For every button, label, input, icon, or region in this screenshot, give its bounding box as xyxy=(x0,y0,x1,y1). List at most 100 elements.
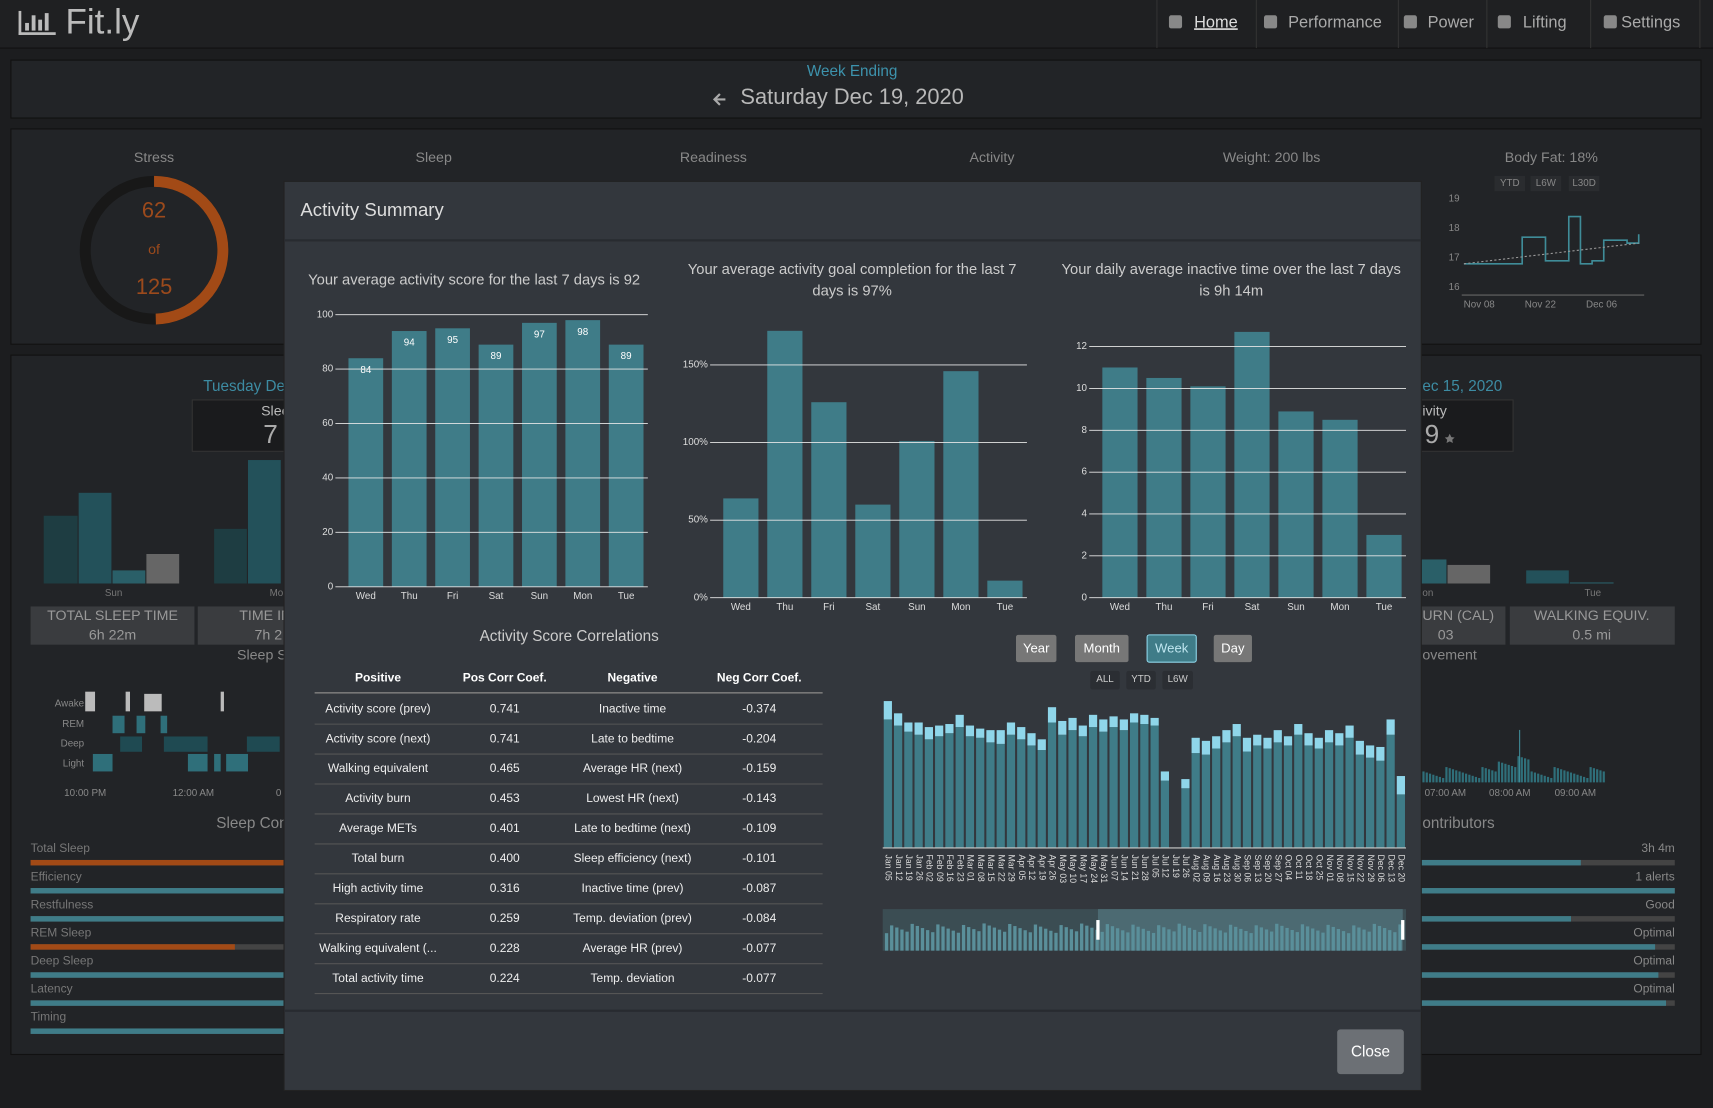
range-button-label[interactable]: L30D xyxy=(1572,178,1595,189)
period-button-label[interactable]: Month xyxy=(1084,641,1120,656)
movement-bar xyxy=(1543,775,1546,783)
table-cell: Average HR (next) xyxy=(583,761,682,775)
stat-box xyxy=(1509,606,1675,645)
navigator-bar xyxy=(1208,926,1212,951)
movement-bar xyxy=(1602,771,1605,783)
range-button[interactable] xyxy=(1090,670,1120,690)
hypnogram-block xyxy=(160,715,168,734)
week-bar xyxy=(1006,722,1016,735)
nav-item[interactable]: Performance xyxy=(1288,13,1382,31)
movement-bar xyxy=(1442,778,1445,783)
x-tick-label: Sep 06 xyxy=(1243,854,1253,882)
contributor-fill xyxy=(1420,944,1656,950)
x-tick-label: Sun xyxy=(105,588,122,599)
week-bar xyxy=(945,724,954,734)
movement-bar xyxy=(1461,772,1464,783)
period-button-label[interactable]: Day xyxy=(1221,641,1245,656)
range-button-label[interactable]: L6W xyxy=(1168,674,1189,685)
period-button-label[interactable]: Week xyxy=(1155,641,1189,656)
week-bar xyxy=(1109,716,1118,728)
hypnogram-block xyxy=(85,691,96,712)
nav-item[interactable]: Power xyxy=(1428,13,1475,31)
week-bar xyxy=(1283,745,1293,848)
period-button[interactable] xyxy=(1016,634,1057,663)
activity-bar xyxy=(1447,564,1491,584)
week-bar xyxy=(986,730,995,743)
navigator-bar xyxy=(1100,931,1104,951)
week-bar xyxy=(1047,722,1057,848)
movement-bar xyxy=(1438,776,1441,783)
table-cell: Average HR (prev) xyxy=(583,941,683,955)
week-bar xyxy=(1068,717,1077,731)
nav-item[interactable]: Home xyxy=(1194,13,1238,31)
contributor-fill xyxy=(1420,972,1659,978)
week-bar xyxy=(1201,740,1211,755)
navigator-bar xyxy=(1311,928,1315,951)
y-tick-label: 0 xyxy=(1082,592,1088,603)
navigator-bar xyxy=(884,933,889,951)
x-tick-label: Mon xyxy=(573,591,592,602)
x-tick-label: Jun 07 xyxy=(1109,854,1119,880)
movement-bar xyxy=(1491,770,1494,783)
period-button[interactable] xyxy=(1146,634,1197,663)
bar xyxy=(1102,367,1138,598)
period-button[interactable] xyxy=(1213,634,1252,663)
y-tick-label: 10 xyxy=(1076,383,1087,394)
range-button[interactable] xyxy=(1530,175,1562,192)
navigator-bar xyxy=(1234,926,1238,951)
navigator-bar xyxy=(1054,932,1058,951)
bar xyxy=(478,344,514,587)
gauge-of: of xyxy=(148,242,160,258)
range-button[interactable] xyxy=(1126,670,1156,690)
time-label: 08:00 AM xyxy=(1489,788,1531,799)
movement-bar xyxy=(1487,769,1491,783)
range-button-label[interactable]: L6W xyxy=(1536,178,1557,189)
week-bar xyxy=(904,722,913,732)
navigator-bar xyxy=(905,931,909,951)
nav-item[interactable]: Lifting xyxy=(1523,13,1567,31)
range-button-label[interactable]: ALL xyxy=(1096,674,1114,685)
chart-title-line: days is 97% xyxy=(812,284,891,300)
range-button[interactable] xyxy=(1568,175,1600,192)
contributor-fill xyxy=(30,888,285,894)
range-button[interactable] xyxy=(1494,175,1526,192)
gauge-value: 62 xyxy=(142,198,166,223)
week-bar xyxy=(1355,754,1364,848)
range-button-label[interactable]: YTD xyxy=(1131,674,1151,685)
week-bar xyxy=(996,730,1005,744)
navigator-handle[interactable] xyxy=(1096,920,1100,940)
movement-bar xyxy=(1448,768,1451,783)
value-label: 98 xyxy=(577,327,588,338)
x-tick-label: Apr 12 xyxy=(1027,854,1037,880)
navigator-bar xyxy=(1249,933,1253,951)
period-button-label[interactable]: Year xyxy=(1023,641,1050,656)
x-tick-label: Nov 15 xyxy=(1345,854,1355,882)
week-bar xyxy=(1006,734,1016,848)
navigator-handle[interactable] xyxy=(1401,920,1405,940)
movement-bar xyxy=(1468,774,1471,783)
contributor-fill xyxy=(1420,1000,1667,1006)
gauge-arc xyxy=(153,175,229,325)
close-button[interactable] xyxy=(1337,1029,1404,1075)
close-label[interactable]: Close xyxy=(1351,1043,1390,1060)
table-cell: High activity time xyxy=(333,881,424,895)
period-button[interactable] xyxy=(1074,634,1129,663)
table-cell: Total activity time xyxy=(332,971,424,985)
range-button[interactable] xyxy=(1162,670,1193,690)
movement-bar xyxy=(1517,756,1520,783)
navigator-bar xyxy=(1285,927,1289,951)
week-bar xyxy=(1242,737,1252,752)
x-tick-label: Jul 19 xyxy=(1171,854,1181,877)
table-cell: 0.401 xyxy=(490,821,520,835)
x-tick-label: Tue xyxy=(997,602,1014,613)
activity-bar xyxy=(1420,559,1447,584)
nav-item[interactable]: Settings xyxy=(1621,13,1680,31)
x-tick-label: Mar 22 xyxy=(996,854,1006,881)
navigator-bar xyxy=(1110,926,1115,951)
range-button-label[interactable]: YTD xyxy=(1500,178,1520,189)
movement-bar xyxy=(1533,772,1537,783)
navigator-bar xyxy=(1115,928,1120,951)
x-tick-label: Aug 09 xyxy=(1202,854,1212,882)
navigator-bar xyxy=(1187,927,1192,951)
x-tick-label: Mar 15 xyxy=(986,854,996,881)
